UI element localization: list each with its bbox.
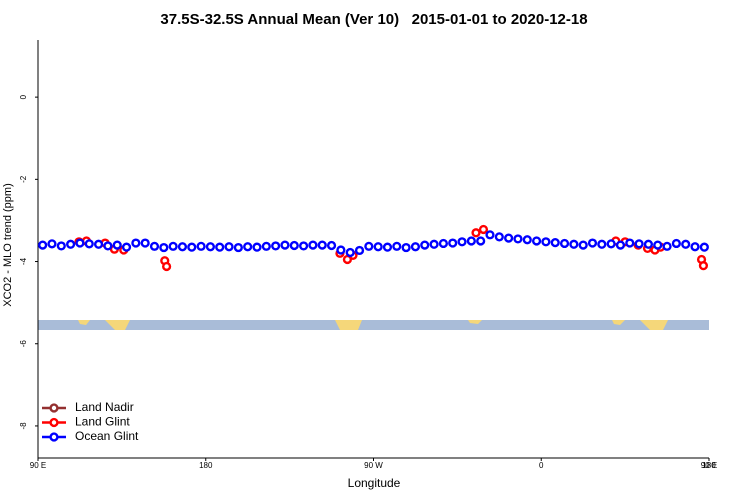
data-point: [196, 241, 206, 251]
x-tick-label: 90 W: [364, 461, 383, 470]
y-tick-label: -8: [19, 422, 28, 430]
data-point: [615, 240, 626, 250]
data-point: [280, 240, 290, 250]
data-point: [271, 241, 281, 251]
data-point: [471, 228, 481, 238]
data-point: [317, 240, 327, 250]
data-point: [662, 241, 672, 251]
data-point: [252, 242, 262, 252]
x-tick-label: 180: [199, 461, 213, 470]
legend-marker: [49, 417, 59, 428]
data-point: [478, 224, 489, 235]
x-tick-label: 0: [539, 461, 544, 470]
x-tick-label: 180: [702, 461, 716, 470]
data-point: [121, 242, 132, 252]
data-point: [690, 242, 700, 252]
legend-label: Land Glint: [75, 415, 130, 429]
data-point: [47, 239, 57, 249]
data-point: [448, 238, 458, 248]
data-point: [625, 238, 635, 248]
data-point: [345, 247, 355, 258]
data-point: [162, 261, 172, 272]
x-tick-label: 90 E: [30, 461, 46, 470]
legend-marker: [49, 403, 59, 413]
data-point: [289, 240, 299, 251]
data-point: [438, 238, 448, 249]
data-point: [364, 241, 374, 251]
data-point: [84, 239, 94, 249]
data-point: [103, 241, 113, 251]
x-tick-label: 90 E: [701, 461, 717, 470]
map-strip: [38, 320, 709, 330]
data-point: [457, 237, 467, 247]
data-point: [681, 239, 691, 249]
data-point: [401, 242, 411, 253]
data-point: [205, 242, 216, 252]
data-point: [159, 242, 169, 253]
data-point: [224, 242, 234, 252]
data-point: [522, 235, 532, 245]
data-point: [56, 241, 66, 251]
data-point: [531, 236, 542, 246]
data-point: [420, 240, 430, 250]
data-point: [299, 241, 309, 251]
data-point: [336, 245, 346, 255]
data-point: [168, 241, 178, 251]
data-point: [373, 242, 383, 252]
data-point: [671, 238, 681, 249]
data-point: [698, 261, 709, 271]
data-point: [308, 240, 318, 250]
data-point: [541, 237, 551, 247]
data-point: [513, 234, 523, 244]
data-point: [243, 242, 253, 252]
data-point: [392, 241, 402, 251]
data-point: [382, 242, 393, 252]
data-point: [476, 236, 486, 246]
y-tick-label: -2: [19, 175, 28, 183]
data-point: [177, 242, 188, 252]
data-point: [261, 241, 271, 251]
data-point: [550, 238, 560, 248]
data-point: [112, 240, 122, 250]
data-point: [429, 239, 439, 249]
data-point: [38, 240, 48, 250]
data-point: [326, 240, 337, 251]
data-point: [485, 230, 495, 240]
legend-label: Land Nadir: [75, 400, 134, 414]
y-axis-label: XCO2 - MLO trend (ppm): [2, 183, 14, 306]
data-point: [578, 240, 588, 250]
data-point: [634, 239, 644, 249]
data-point: [66, 239, 76, 249]
data-point: [494, 232, 504, 242]
data-point: [140, 238, 150, 248]
data-point: [569, 239, 579, 249]
data-point: [215, 242, 225, 252]
data-point: [187, 242, 197, 252]
y-tick-label: -4: [19, 257, 28, 265]
data-point: [643, 239, 654, 249]
y-tick-label: 0: [19, 94, 28, 99]
chart-title: 37.5S-32.5S Annual Mean (Ver 10) 2015-01…: [160, 11, 587, 28]
data-point: [699, 242, 709, 252]
legend-marker: [49, 432, 59, 442]
y-tick-label: -6: [19, 340, 28, 348]
data-point: [559, 238, 570, 249]
data-point: [597, 239, 607, 249]
data-point: [131, 238, 141, 248]
data-point: [149, 241, 160, 251]
data-point: [354, 245, 365, 256]
data-point: [410, 242, 421, 252]
data-point: [606, 239, 616, 249]
data-point: [504, 233, 514, 243]
data-point: [233, 242, 243, 253]
data-point: [653, 240, 663, 250]
legend-label: Ocean Glint: [75, 429, 139, 443]
data-point: [587, 238, 598, 248]
x-axis-label: Longitude: [348, 476, 401, 490]
data-point: [93, 239, 104, 249]
data-point: [466, 236, 476, 246]
data-point: [75, 238, 85, 248]
